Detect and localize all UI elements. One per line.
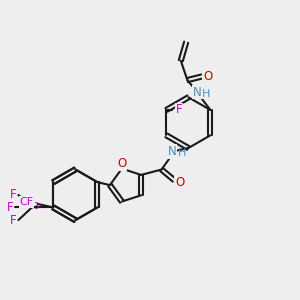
Text: N: N — [168, 145, 176, 158]
Text: CF: CF — [20, 197, 34, 207]
Text: F: F — [10, 214, 16, 226]
Text: F: F — [176, 103, 182, 116]
Text: F: F — [7, 201, 14, 214]
Text: O: O — [203, 70, 212, 83]
Text: N: N — [193, 85, 202, 98]
Text: 3: 3 — [33, 202, 38, 211]
Text: O: O — [117, 157, 127, 170]
Text: H: H — [202, 89, 210, 99]
Text: H: H — [178, 148, 186, 158]
Text: F: F — [10, 188, 16, 201]
Text: O: O — [176, 176, 184, 190]
